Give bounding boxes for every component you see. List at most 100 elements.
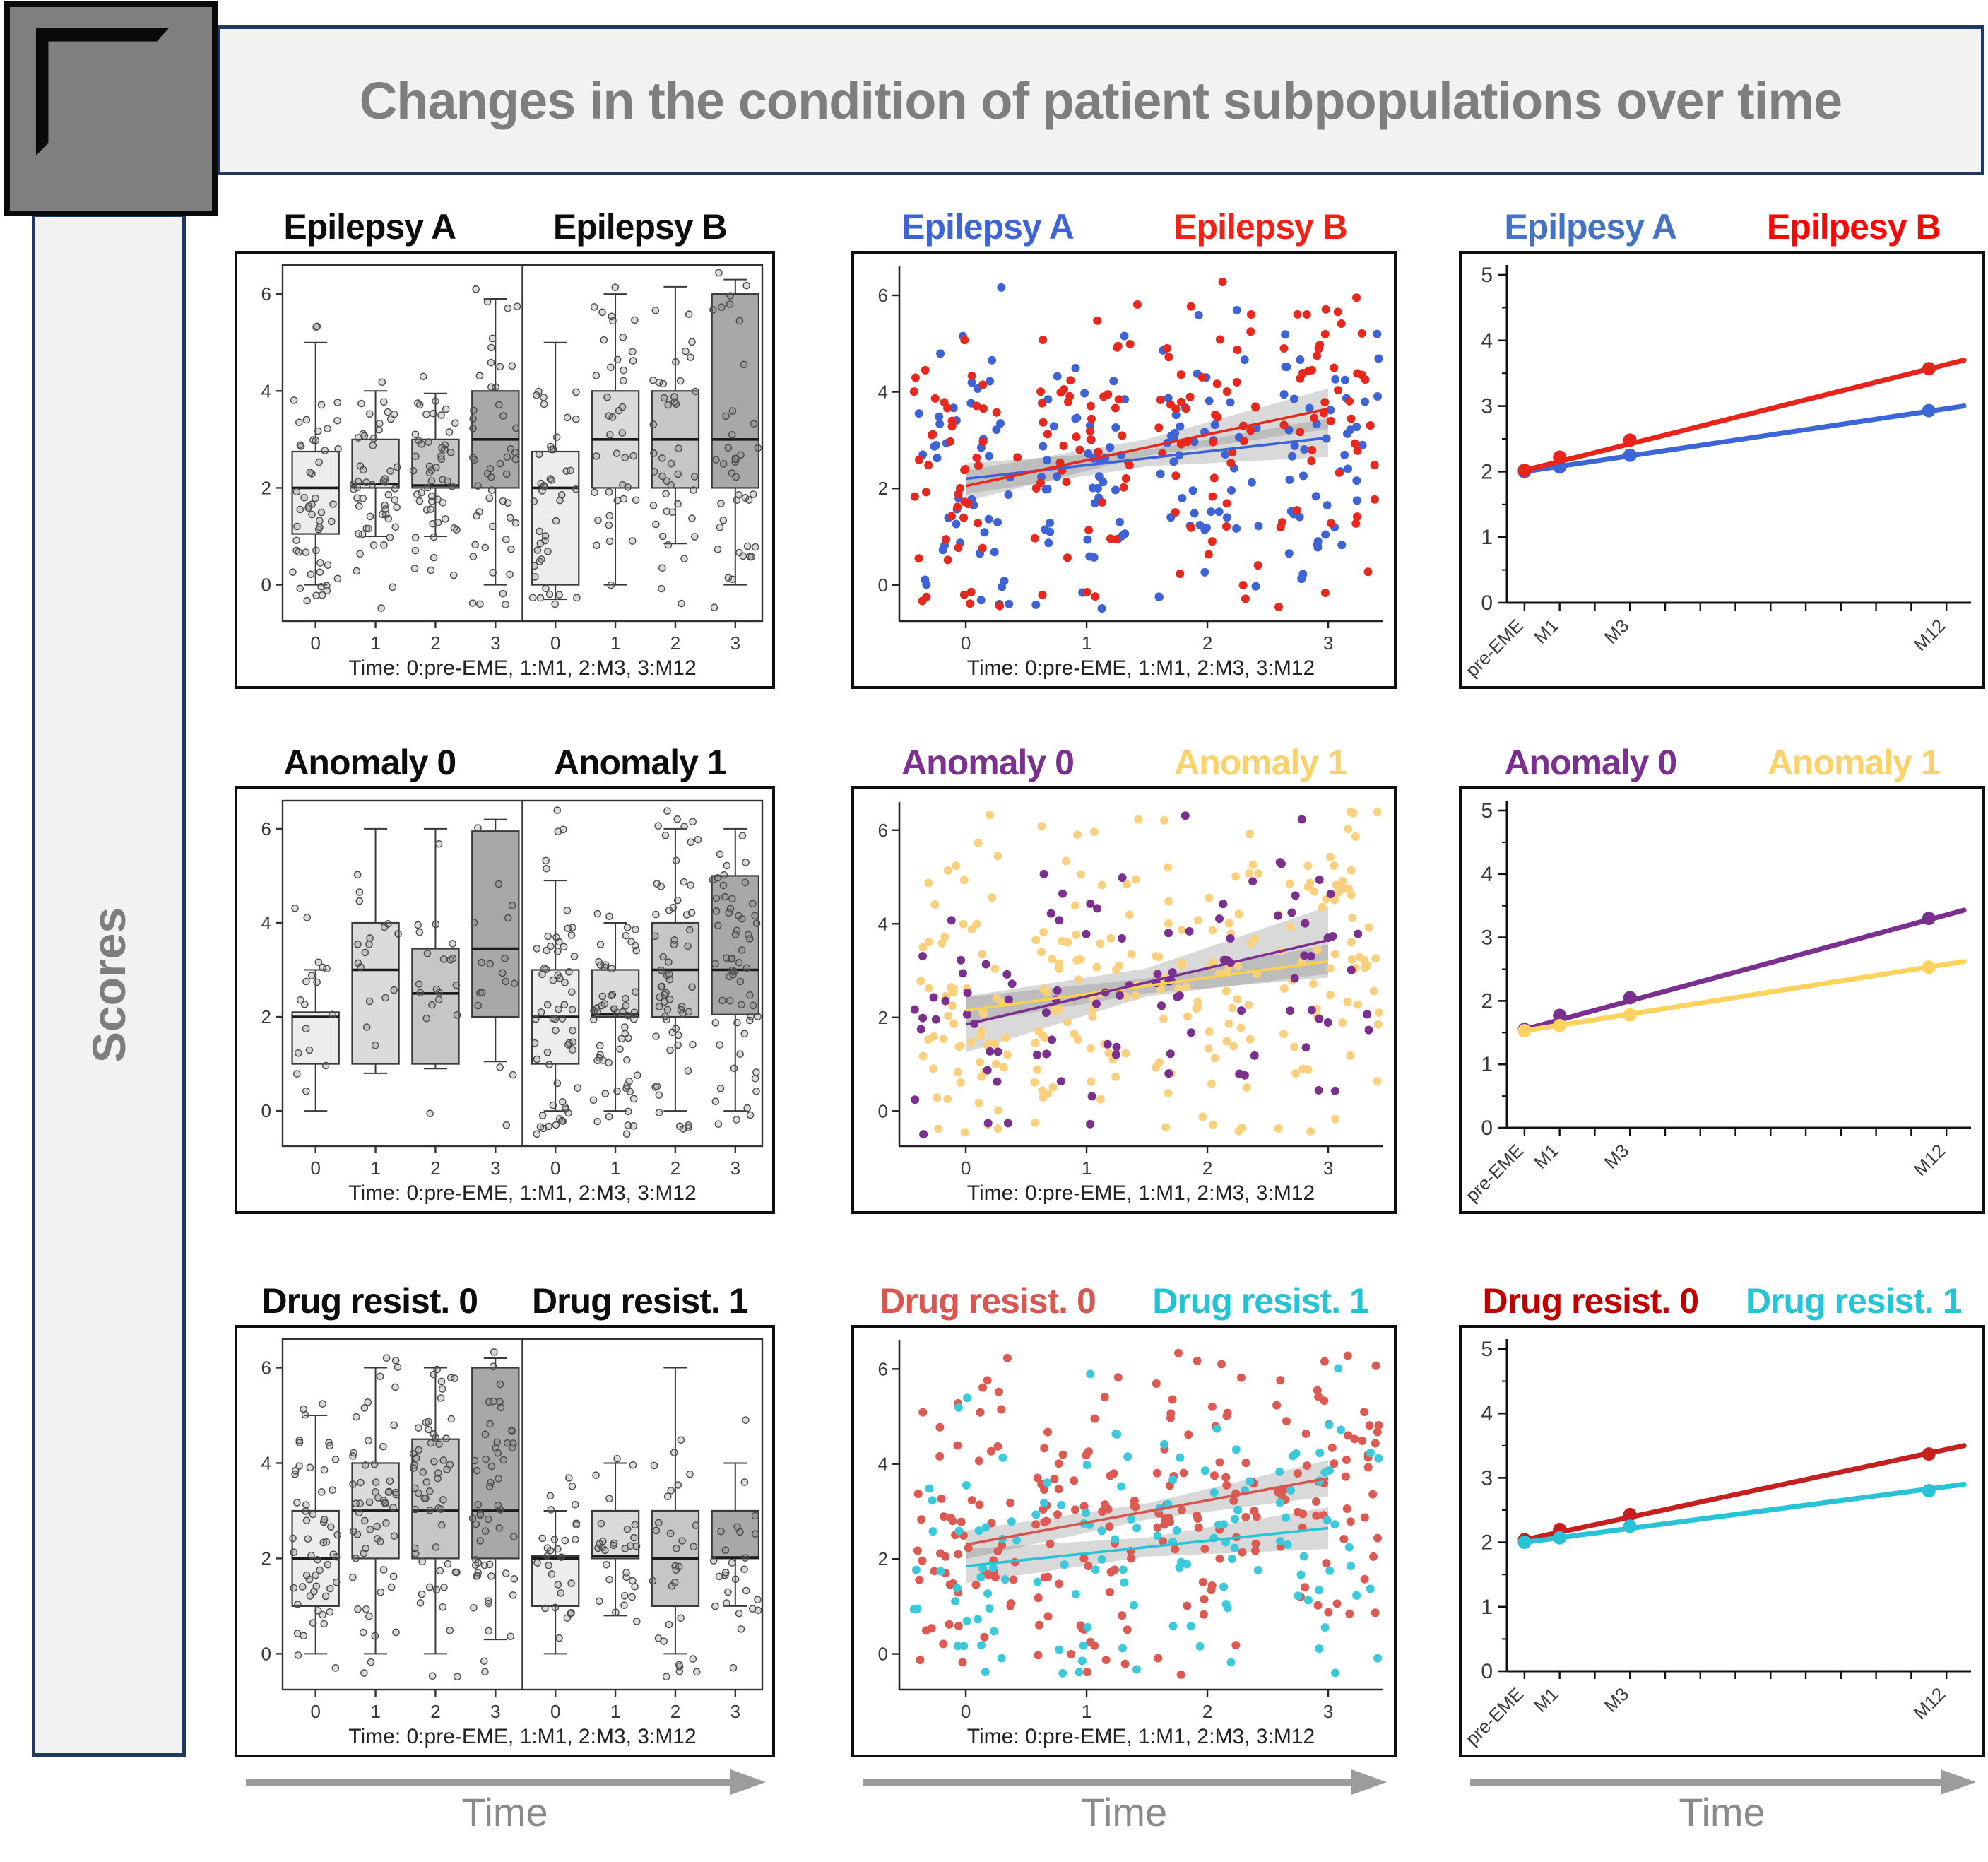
svg-text:5: 5 xyxy=(1481,264,1493,287)
scatter-chart: 0 2 4 6 0 1 2 3 Time: 0:pre-EME, 1:M1, 2:M3, 3:M… xyxy=(878,1340,1383,1748)
svg-text:2: 2 xyxy=(1481,989,1493,1013)
svg-text:2: 2 xyxy=(1481,460,1493,483)
svg-text:0: 0 xyxy=(1481,1660,1493,1683)
svg-text:4: 4 xyxy=(261,912,271,933)
svg-text:0: 0 xyxy=(261,1100,271,1121)
svg-text:6: 6 xyxy=(261,1357,271,1378)
svg-text:M12: M12 xyxy=(1909,1683,1949,1723)
svg-text:6: 6 xyxy=(878,285,888,306)
svg-text:3: 3 xyxy=(1323,1157,1333,1179)
trend-chart: 0 1 2 3 4 5 pre-EME M1 M3 M12 xyxy=(1461,264,1971,681)
panel-title: Epilpesy A xyxy=(1504,207,1677,247)
svg-text:2: 2 xyxy=(670,1701,680,1722)
svg-text:0: 0 xyxy=(261,1643,271,1664)
scatter-panel-epilepsy: 0 2 4 6 0 1 2 3 Time: 0:pre-EME, 1:M1, 2:M3, 3:M… xyxy=(851,251,1397,689)
svg-text:Time: 0:pre-EME, 1:M1, 2:M3, 3: Time: 0:pre-EME, 1:M1, 2:M3, 3:M12 xyxy=(967,1182,1315,1205)
svg-text:2: 2 xyxy=(1202,1701,1212,1722)
panel-title: Epilepsy B xyxy=(552,207,728,247)
svg-text:0: 0 xyxy=(550,632,560,654)
panel-title: Drug resist. 0 xyxy=(261,1281,478,1321)
svg-text:0: 0 xyxy=(961,1157,971,1179)
svg-text:M1: M1 xyxy=(1530,615,1563,648)
panel-title: Drug resist. 0 xyxy=(880,1281,1096,1321)
svg-text:M12: M12 xyxy=(1909,615,1949,655)
scatter-panel-drugresist: 0 2 4 6 0 1 2 3 Time: 0:pre-EME, 1:M1, 2:M3, 3:M… xyxy=(851,1325,1397,1757)
row1-box-titles: Epilepsy A Epilepsy B xyxy=(235,204,775,247)
time-axis-label: Time xyxy=(1080,1790,1168,1834)
svg-text:4: 4 xyxy=(878,382,888,403)
row3-scatter-titles: Drug resist. 0 Drug resist. 1 xyxy=(851,1278,1397,1321)
trend-chart: 0 1 2 3 4 5 pre-EME M1 M3 M12 xyxy=(1461,1338,1971,1750)
svg-text:6: 6 xyxy=(878,820,888,841)
svg-text:4: 4 xyxy=(261,380,271,401)
svg-text:pre-EME: pre-EME xyxy=(1462,1140,1527,1206)
trend-panel-drugresist: 0 1 2 3 4 5 pre-EME M1 M3 M12 xyxy=(1459,1325,1985,1757)
svg-text:2: 2 xyxy=(670,1157,680,1179)
svg-text:0: 0 xyxy=(1481,1116,1493,1140)
svg-text:1: 1 xyxy=(610,632,620,654)
svg-text:4: 4 xyxy=(261,1452,271,1473)
row1-scatter-titles: Epilepsy A Epilepsy B xyxy=(851,204,1397,247)
svg-text:0: 0 xyxy=(310,1157,320,1179)
svg-text:3: 3 xyxy=(490,1701,500,1722)
svg-text:2: 2 xyxy=(670,632,680,654)
svg-text:M1: M1 xyxy=(1530,1683,1563,1716)
svg-text:0: 0 xyxy=(310,632,320,654)
corner-logo xyxy=(4,1,218,216)
svg-text:0: 0 xyxy=(878,1100,888,1121)
svg-text:1: 1 xyxy=(1481,1596,1493,1619)
svg-text:3: 3 xyxy=(1481,1466,1493,1490)
svg-text:2: 2 xyxy=(261,477,271,498)
svg-text:M12: M12 xyxy=(1909,1140,1949,1180)
svg-text:3: 3 xyxy=(1481,926,1493,950)
svg-text:3: 3 xyxy=(730,1157,740,1179)
panel-title: Drug resist. 1 xyxy=(531,1281,749,1321)
panel-title: Anomaly 0 xyxy=(1504,743,1677,782)
svg-text:1: 1 xyxy=(370,632,380,654)
panel-title: Epilepsy A xyxy=(283,207,456,247)
svg-text:Time: 0:pre-EME, 1:M1, 2:M3, 3: Time: 0:pre-EME, 1:M1, 2:M3, 3:M12 xyxy=(967,1725,1315,1748)
svg-text:0: 0 xyxy=(1481,591,1493,615)
page-title: Changes in the condition of patient subp… xyxy=(359,71,1842,130)
svg-text:2: 2 xyxy=(261,1548,271,1569)
row2-scatter-titles: Anomaly 0 Anomaly 1 xyxy=(851,740,1397,782)
svg-text:2: 2 xyxy=(878,478,888,499)
trend-panel-anomaly: 0 1 2 3 4 5 pre-EME M1 M3 M12 xyxy=(1459,786,1985,1214)
svg-text:4: 4 xyxy=(1481,863,1493,886)
row2-box-titles: Anomaly 0 Anomaly 1 xyxy=(235,740,775,782)
svg-text:3: 3 xyxy=(1323,1701,1333,1722)
scores-sidebar: Scores xyxy=(32,213,186,1757)
scatter-panel-anomaly: 0 2 4 6 0 1 2 3 Time: 0:pre-EME, 1:M1, 2:M3, 3:M… xyxy=(851,786,1397,1214)
svg-text:Time: 0:pre-EME, 1:M1, 2:M3, 3: Time: 0:pre-EME, 1:M1, 2:M3, 3:M12 xyxy=(967,656,1315,680)
svg-text:3: 3 xyxy=(1323,632,1333,654)
boxplot-chart: 0 2 4 6 0 1 2 3 0 1 2 3 Time: 0:pre-EME, 1:M1, 2:M3,… xyxy=(261,799,764,1205)
row2-trend-titles: Anomaly 0 Anomaly 1 xyxy=(1459,740,1985,782)
svg-text:1: 1 xyxy=(1082,1157,1091,1179)
svg-text:0: 0 xyxy=(550,1157,560,1179)
svg-text:2: 2 xyxy=(878,1548,888,1569)
time-axis-label: Time xyxy=(1679,1790,1765,1834)
boxplot-panel-drugresist: 0 2 4 6 0 1 2 3 0 1 2 3 Time: 0:pre-EME, 1:M1, 2:M3,… xyxy=(235,1325,775,1757)
gamma-icon xyxy=(35,28,170,156)
svg-text:2: 2 xyxy=(1481,1531,1493,1555)
svg-text:1: 1 xyxy=(1082,1701,1091,1722)
svg-text:1: 1 xyxy=(1481,1053,1493,1076)
svg-text:0: 0 xyxy=(550,1701,560,1722)
panel-title: Epilepsy B xyxy=(1173,207,1348,247)
svg-text:3: 3 xyxy=(1481,395,1493,418)
svg-text:Time: 0:pre-EME, 1:M1, 2:M3, 3: Time: 0:pre-EME, 1:M1, 2:M3, 3:M12 xyxy=(348,656,696,680)
row3-box-titles: Drug resist. 0 Drug resist. 1 xyxy=(235,1278,775,1321)
svg-text:2: 2 xyxy=(430,1157,440,1179)
svg-text:5: 5 xyxy=(1481,1338,1493,1361)
panel-title: Epilepsy A xyxy=(901,207,1075,247)
header-bar: Changes in the condition of patient subp… xyxy=(217,25,1984,175)
svg-text:2: 2 xyxy=(261,1006,271,1027)
svg-text:5: 5 xyxy=(1481,799,1493,823)
svg-text:M3: M3 xyxy=(1600,1683,1633,1716)
svg-text:1: 1 xyxy=(610,1157,620,1179)
svg-text:1: 1 xyxy=(610,1701,620,1722)
svg-text:pre-EME: pre-EME xyxy=(1462,1683,1527,1750)
panel-title: Epilpesy B xyxy=(1766,207,1941,247)
boxplot-chart: 0 2 4 6 0 1 2 3 0 1 2 3 Time: 0:pre-EME, 1:M1, 2:M3,… xyxy=(261,1338,764,1748)
